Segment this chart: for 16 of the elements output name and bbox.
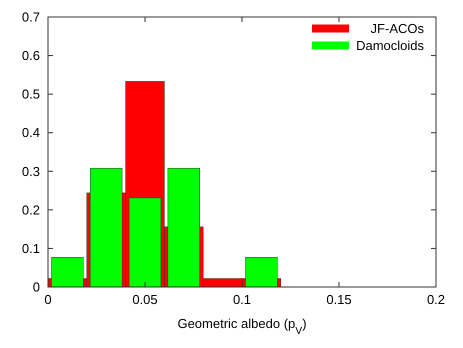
x-tick-label: 0.2 — [426, 292, 446, 307]
y-tick-label: 0.1 — [22, 240, 40, 256]
x-tick-label: 0.05 — [132, 292, 158, 307]
y-tick-label: 0.5 — [22, 86, 40, 102]
x-tick-label: 0.15 — [326, 292, 352, 307]
x-axis-title: Geometric albedo (p$_{V}$) — [177, 316, 307, 336]
x-tick-label: 0 — [44, 292, 52, 307]
y-tick-label: 0.6 — [22, 48, 40, 64]
y-tick-label: 0.4 — [22, 125, 40, 140]
legend-label: JF-ACOs — [370, 21, 424, 36]
y-tick-label: 0.7 — [22, 10, 40, 24]
legend-label: Damocloids — [356, 38, 424, 53]
y-tick-label: 0 — [32, 280, 40, 294]
y-tick-label: 0.3 — [22, 164, 40, 179]
x-tick-label: 0.1 — [232, 292, 252, 307]
y-tick-label: 0.2 — [22, 202, 40, 218]
